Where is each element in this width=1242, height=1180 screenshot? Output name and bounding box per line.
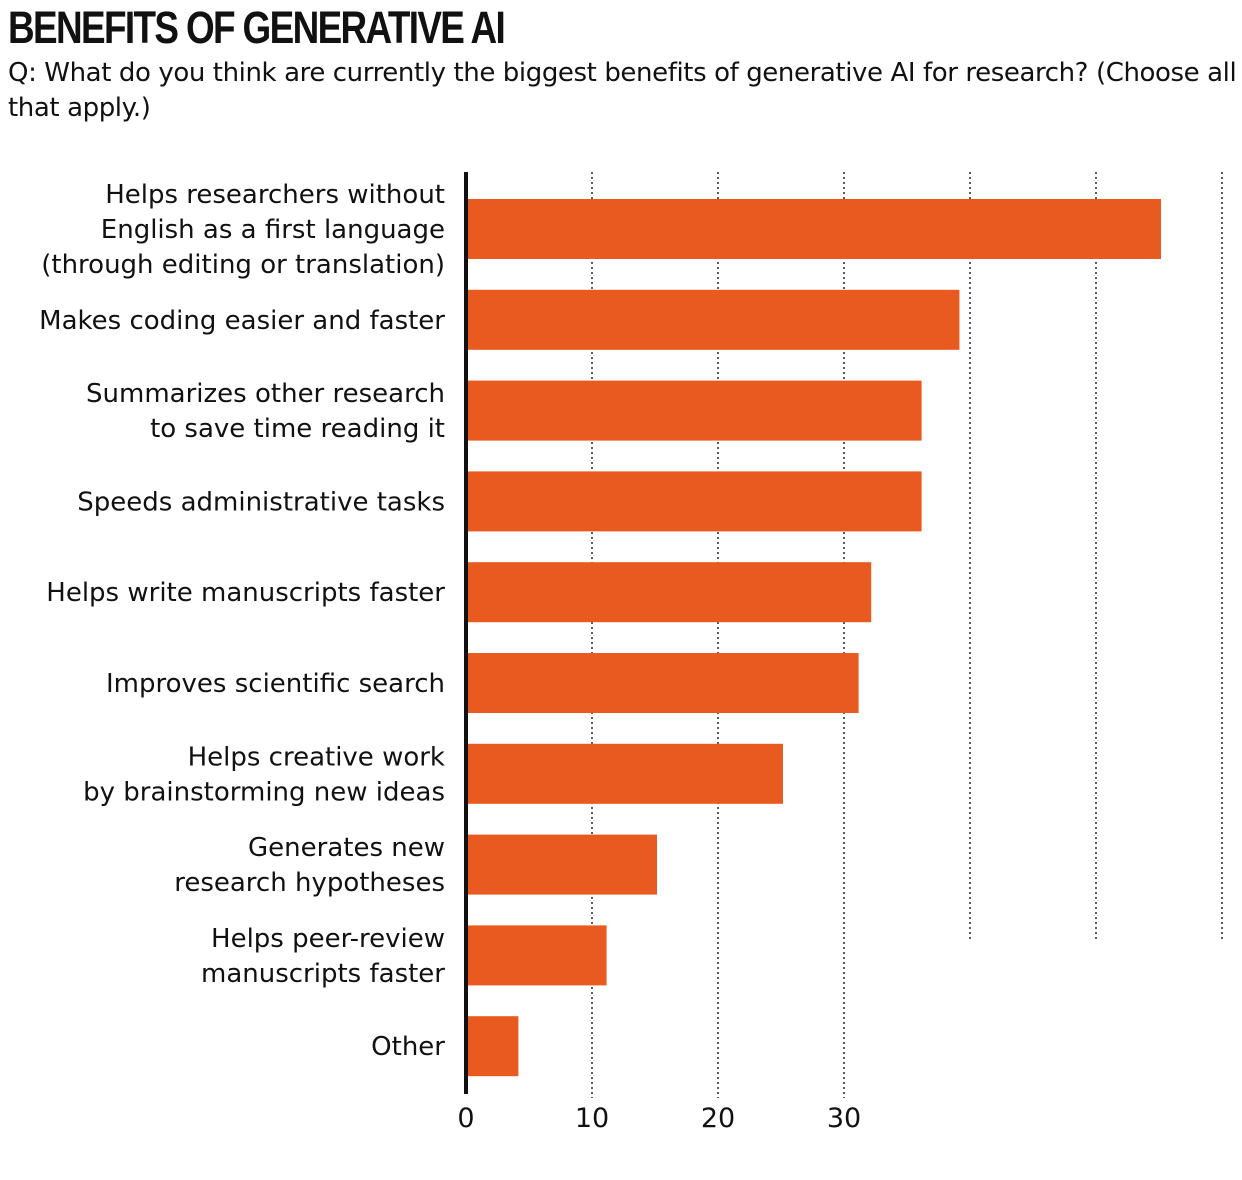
category-label-5: Improves scientific search [106,669,445,699]
category-label-4: Helps write manuscripts faster [46,578,445,608]
category-labels: Helps researchers without English as a fi… [39,180,445,1062]
bar-3 [468,471,922,532]
x-tick-labels: 0 10 20 30 [457,1103,861,1134]
x-tick-10: 10 [575,1103,609,1134]
category-label-8: Helps peer-review manuscripts faster [201,924,445,989]
category-label-3: Speeds administrative tasks [77,487,445,517]
image-edge-blank [870,945,1242,1180]
x-tick-30: 30 [827,1103,861,1134]
bars [468,199,1161,1077]
bar-8 [468,925,607,986]
bar-7 [468,834,657,895]
category-label-9: Other [371,1032,445,1062]
category-label-6: Helps creative work by brainstorming new … [83,742,445,807]
x-tick-20: 20 [701,1103,735,1134]
bar-1 [468,289,960,350]
chart-subtitle: Q: What do you think are currently the b… [8,58,1237,123]
bar-9 [468,1016,519,1077]
chart-title: BENEFITS OF GENERATIVE AI [8,2,506,53]
category-label-2: Summarizes other research to save time re… [86,379,445,444]
category-label-0: Helps researchers without English as a fi… [41,180,445,280]
bar-5 [468,653,859,713]
bar-0 [468,199,1161,259]
bar-6 [468,743,783,804]
bar-4 [468,562,872,623]
bar-2 [468,380,922,441]
x-tick-0: 0 [457,1103,474,1134]
category-label-7: Generates new research hypotheses [174,833,445,898]
category-label-1: Makes coding easier and faster [39,306,445,336]
